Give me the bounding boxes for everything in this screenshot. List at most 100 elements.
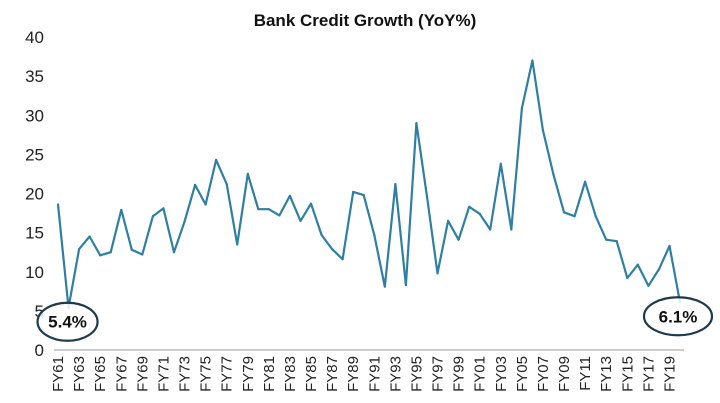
x-tick-label: FY79 — [240, 356, 257, 392]
x-tick-label: FY01 — [472, 356, 489, 392]
x-tick-label: FY93 — [387, 356, 404, 392]
y-tick-label: 0 — [35, 341, 44, 360]
data-point — [489, 228, 492, 231]
callout-label: 6.1% — [659, 307, 698, 326]
data-point — [130, 248, 133, 251]
data-point — [626, 276, 629, 280]
data-point — [331, 247, 334, 251]
x-tick-label: FY05 — [514, 356, 531, 392]
data-point — [636, 263, 639, 266]
y-axis: 0 5 10 15 20 25 30 35 40 — [25, 28, 44, 360]
data-point — [436, 272, 439, 275]
y-tick-label: 35 — [25, 67, 44, 86]
x-tick-label: FY15 — [619, 356, 636, 392]
callout-label: 5.4% — [48, 313, 87, 332]
x-axis: FY61 FY63 FY65 FY67 FY69 FY71 FY73 FY75 FY77 FY79… — [50, 349, 684, 392]
data-point — [668, 244, 671, 248]
x-tick-label: FY71 — [155, 356, 172, 392]
data-point — [341, 258, 344, 261]
x-tick-label: FY75 — [198, 356, 215, 392]
x-tick-label: FY09 — [556, 356, 573, 392]
x-tick-label: FY85 — [303, 356, 320, 392]
data-point — [141, 253, 144, 256]
x-tick-label: FY99 — [451, 356, 468, 392]
data-point — [594, 215, 597, 218]
data-point — [246, 172, 249, 176]
data-point — [446, 219, 450, 222]
data-point — [88, 235, 91, 238]
data-point — [541, 129, 545, 132]
data-point — [204, 203, 207, 206]
data-point — [193, 183, 197, 186]
x-tick-label: FY07 — [535, 356, 552, 392]
plot-area — [56, 59, 682, 309]
y-tick-label: 30 — [25, 106, 44, 125]
callout-circle — [36, 301, 99, 342]
x-tick-label: FY77 — [219, 356, 236, 392]
data-point — [615, 240, 618, 243]
y-tick-label: 20 — [25, 185, 44, 204]
x-tick-label: FY73 — [177, 356, 194, 392]
data-point — [320, 233, 323, 237]
data-point — [362, 193, 365, 197]
x-tick-label: FY67 — [113, 356, 130, 392]
data-point — [425, 195, 429, 198]
x-tick-label: FY03 — [493, 356, 510, 392]
data-point — [215, 158, 218, 161]
data-point — [257, 208, 260, 211]
data-point — [657, 268, 661, 271]
data-point — [183, 220, 186, 223]
y-tick-label: 10 — [25, 263, 44, 282]
data-point — [531, 59, 534, 62]
callout-circle — [642, 296, 714, 337]
x-tick-label: FY17 — [640, 356, 657, 392]
x-tick-label: FY97 — [430, 356, 447, 392]
data-point — [172, 251, 176, 254]
callouts: 5.4%37%6.1% — [36, 296, 714, 342]
y-tick-label: 15 — [25, 224, 44, 243]
data-point — [499, 162, 502, 165]
chart-title: Bank Credit Growth (YoY%) — [254, 11, 477, 30]
data-point — [510, 228, 513, 231]
data-point — [236, 243, 239, 246]
x-tick-label: FY95 — [408, 356, 425, 392]
y-tick-label: 25 — [25, 145, 44, 164]
data-point — [352, 190, 355, 194]
data-point — [373, 233, 376, 237]
x-tick-label: FY91 — [366, 356, 383, 392]
x-tick-label: FY81 — [261, 356, 278, 392]
x-tick-label: FY83 — [282, 356, 299, 392]
x-tick-label: FY19 — [661, 356, 678, 392]
x-tick-label: FY11 — [577, 356, 594, 391]
data-point — [647, 284, 650, 287]
x-tick-label: FY61 — [50, 356, 67, 392]
data-point — [573, 215, 576, 218]
x-tick-label: FY89 — [345, 356, 362, 392]
x-tick-label: FY13 — [598, 356, 615, 392]
data-point — [457, 238, 460, 241]
y-tick-label: 5 — [35, 302, 44, 321]
data-point — [288, 194, 292, 197]
data-point — [478, 212, 481, 215]
data-point — [309, 202, 313, 205]
data-point — [562, 211, 566, 214]
data-point — [151, 215, 154, 218]
data-point — [162, 207, 165, 210]
data-point — [552, 173, 555, 176]
data-point — [109, 251, 112, 254]
data-point — [278, 214, 281, 217]
data-point — [56, 203, 60, 206]
x-tick-label: FY65 — [92, 356, 109, 392]
data-point — [584, 180, 587, 183]
data-point — [404, 283, 407, 287]
data-point — [468, 205, 471, 208]
x-tick-label: FY69 — [134, 356, 151, 392]
data-point — [77, 247, 81, 251]
data-point — [520, 107, 523, 110]
y-tick-label: 40 — [25, 28, 44, 47]
series-line — [56, 59, 682, 309]
data-point — [225, 183, 228, 186]
data-point — [120, 208, 123, 212]
data-point — [99, 254, 102, 257]
